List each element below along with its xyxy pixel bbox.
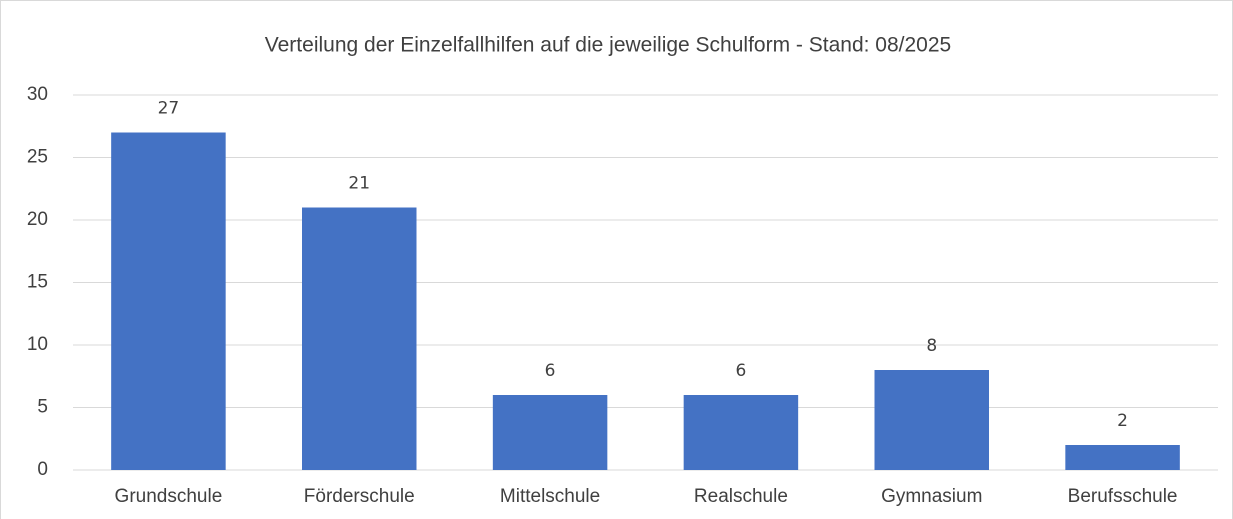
- chart-title: Verteilung der Einzelfallhilfen auf die …: [265, 34, 951, 57]
- bar: [302, 207, 417, 470]
- bar: [1065, 445, 1180, 470]
- x-tick-label: Förderschule: [304, 486, 415, 507]
- y-tick-label: 10: [27, 334, 48, 355]
- data-label: 6: [736, 361, 747, 381]
- y-tick-label: 0: [37, 459, 48, 480]
- bar: [492, 395, 608, 470]
- x-tick-label: Gymnasium: [881, 486, 982, 507]
- data-label: 21: [348, 174, 370, 194]
- data-label: 8: [926, 336, 937, 356]
- y-tick-label: 20: [27, 209, 48, 230]
- y-tick-label: 25: [27, 147, 48, 168]
- x-tick-label: Berufsschule: [1068, 486, 1178, 507]
- data-label: 27: [158, 99, 180, 119]
- bar: [683, 395, 799, 470]
- data-label: 2: [1117, 411, 1128, 431]
- x-tick-label: Grundschule: [115, 486, 223, 507]
- y-tick-label: 30: [27, 84, 48, 105]
- y-tick-label: 15: [27, 272, 48, 293]
- bar: [874, 370, 989, 470]
- y-tick-label: 5: [37, 397, 48, 418]
- x-tick-label: Realschule: [694, 486, 788, 507]
- x-tick-label: Mittelschule: [500, 486, 600, 507]
- data-label: 6: [545, 361, 556, 381]
- bar: [111, 132, 226, 470]
